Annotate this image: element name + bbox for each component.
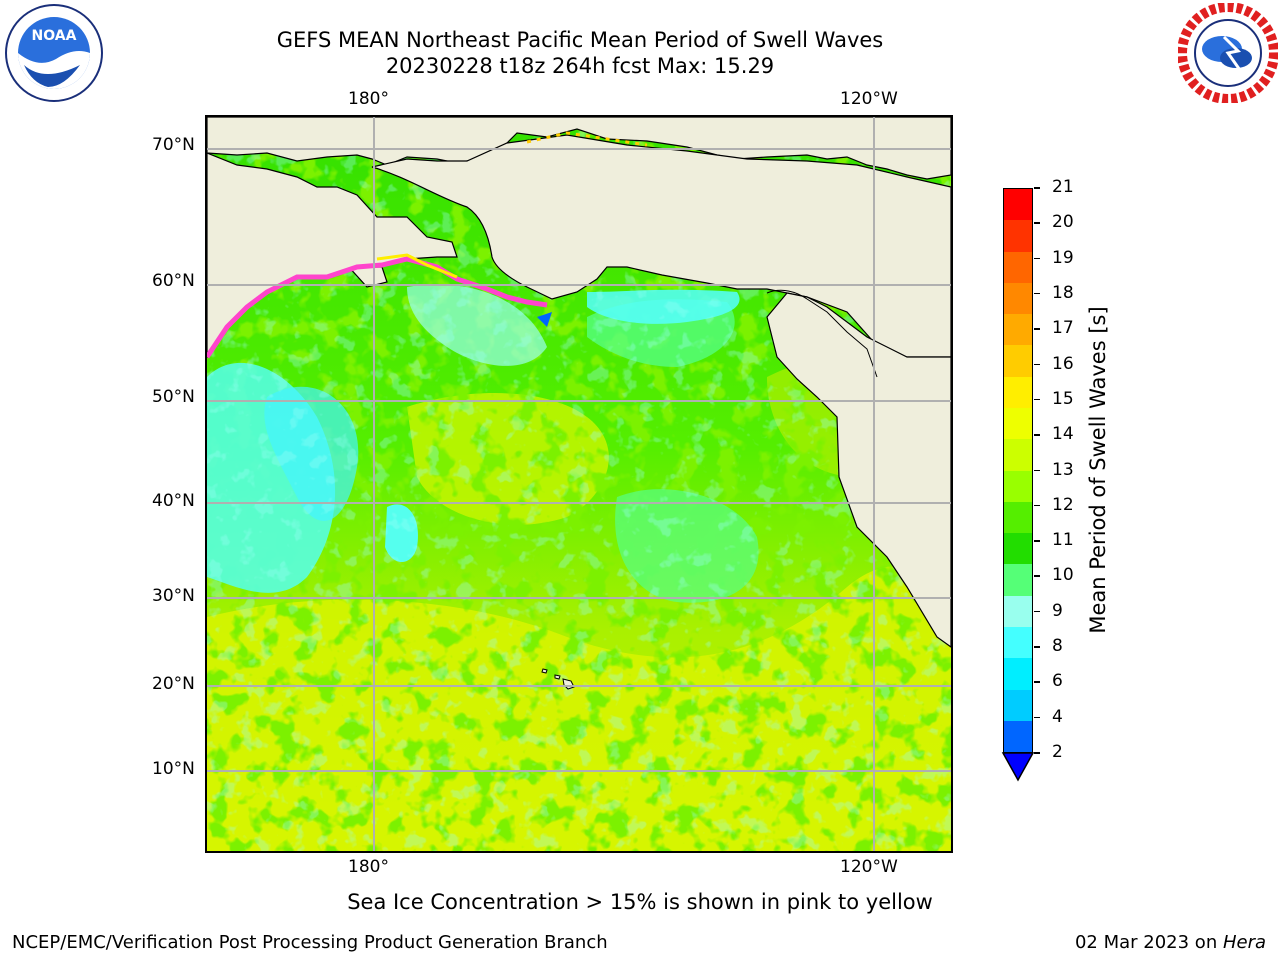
colorbar-tick-label: 11 xyxy=(1052,530,1074,551)
land-hawaii xyxy=(541,668,575,690)
coastline-bc xyxy=(766,289,878,378)
colorbar-tick-mark xyxy=(1034,540,1040,542)
colorbar-tick-mark xyxy=(1034,575,1040,577)
land-arctic-coast xyxy=(207,117,951,180)
swell-min-spot xyxy=(537,312,552,327)
colorbar-tick-mark xyxy=(1034,752,1040,754)
map-svg xyxy=(207,117,951,851)
colorbar-tick-mark xyxy=(1034,504,1040,507)
colorbar-tick-label: 10 xyxy=(1052,565,1074,586)
colorbar-tick-label: 14 xyxy=(1052,424,1074,445)
sea-ice-edge-yellow xyxy=(376,253,458,279)
colorbar-tick-label: 9 xyxy=(1052,600,1063,621)
footer-date-text: 02 Mar 2023 on xyxy=(1074,932,1223,953)
colorbar-segment xyxy=(1004,501,1032,534)
colorbar-segment xyxy=(1004,626,1032,659)
colorbar-tick-label: 4 xyxy=(1052,706,1063,727)
colorbar-segment xyxy=(1004,189,1032,221)
colorbar-tick-mark xyxy=(1034,646,1040,648)
colorbar-tick-label: 13 xyxy=(1052,459,1074,480)
colorbar-tick-label: 15 xyxy=(1052,388,1074,409)
colorbar-segment xyxy=(1004,345,1032,377)
colorbar-segment xyxy=(1004,533,1032,565)
colorbar-tick-label: 12 xyxy=(1052,494,1074,515)
map-panel xyxy=(205,115,953,853)
colorbar-tick-mark xyxy=(1034,716,1040,719)
colorbar-segment xyxy=(1004,658,1032,690)
colorbar-tick-label: 21 xyxy=(1052,177,1074,197)
colorbar-tick-label: 18 xyxy=(1052,282,1074,303)
colorbar-segment xyxy=(1004,282,1032,315)
colorbar-segments xyxy=(1004,189,1032,753)
lon-tick-bottom-180: 180° xyxy=(348,857,389,877)
lat-tick-30n: 30°N xyxy=(152,586,195,606)
lon-tick-top-120w: 120°W xyxy=(840,89,898,109)
footer-host: Hera xyxy=(1222,932,1266,953)
noaa-logo-text: NOAA xyxy=(32,28,77,44)
colorbar-tick-mark xyxy=(1034,610,1040,613)
lat-tick-70n: 70°N xyxy=(152,135,195,155)
colorbar-tick-mark xyxy=(1034,398,1040,401)
chart-subtitle: 20230228 t18z 264h fcst Max: 15.29 xyxy=(385,54,775,78)
colorbar-tick-label: 16 xyxy=(1052,353,1074,374)
colorbar-tick-mark xyxy=(1034,363,1040,366)
sea-ice-arctic xyxy=(526,131,648,147)
nws-logo xyxy=(1178,3,1278,103)
lon-tick-bottom-120w: 120°W xyxy=(840,857,898,877)
colorbar-tick-mark xyxy=(1034,257,1040,260)
footer-date: 02 Mar 2023 on Hera xyxy=(1075,932,1266,953)
colorbar-tick-label: 6 xyxy=(1052,671,1063,692)
colorbar-tick-mark xyxy=(1034,292,1040,295)
colorbar-segment xyxy=(1004,720,1032,753)
colorbar-segment xyxy=(1004,376,1032,408)
chart-title: GEFS MEAN Northeast Pacific Mean Period … xyxy=(276,28,884,52)
colorbar-segment xyxy=(1004,595,1032,627)
lat-tick-60n: 60°N xyxy=(152,271,195,291)
colorbar-ticks: 21 20 19 18 17 16 15 14 13 12 11 10 9 8 6 4 2 xyxy=(1034,177,1096,762)
colorbar-segment xyxy=(1004,439,1032,471)
colorbar-segment xyxy=(1004,470,1032,502)
footer-credit: NCEP/EMC/Verification Post Processing Pr… xyxy=(12,932,608,953)
lat-tick-50n: 50°N xyxy=(152,387,195,407)
colorbar-tick-mark xyxy=(1034,681,1040,683)
colorbar-tick-label: 8 xyxy=(1052,636,1063,657)
colorbar-tick-mark xyxy=(1034,187,1040,189)
lat-tick-10n: 10°N xyxy=(152,759,195,779)
lat-tick-40n: 40°N xyxy=(152,491,195,511)
colorbar-segment xyxy=(1004,314,1032,346)
colorbar-segment xyxy=(1004,564,1032,596)
colorbar-segment xyxy=(1004,220,1032,252)
sea-ice-edge xyxy=(207,256,548,359)
colorbar-tick-mark xyxy=(1034,469,1040,471)
sea-ice-note: Sea Ice Concentration > 15% is shown in … xyxy=(347,890,933,914)
colorbar-tick-mark xyxy=(1034,434,1040,436)
lat-tick-20n: 20°N xyxy=(152,674,195,694)
colorbar-segment xyxy=(1004,251,1032,283)
colorbar-segment xyxy=(1004,689,1032,721)
colorbar-segment xyxy=(1004,407,1032,440)
land-alaska-canada xyxy=(371,134,951,358)
noaa-logo: NOAA xyxy=(5,4,103,102)
land-north-america xyxy=(766,292,951,648)
colorbar-tick-mark xyxy=(1034,222,1040,224)
colorbar-tick-label: 17 xyxy=(1052,318,1074,339)
lon-tick-top-180: 180° xyxy=(348,89,389,109)
colorbar-tick-mark xyxy=(1034,328,1040,330)
colorbar xyxy=(1003,188,1033,753)
colorbar-tick-label: 2 xyxy=(1052,742,1063,762)
colorbar-label: Mean Period of Swell Waves [s] xyxy=(1086,306,1110,634)
colorbar-extend-triangle xyxy=(1001,752,1035,782)
colorbar-tick-label: 20 xyxy=(1052,212,1074,233)
colorbar-tick-label: 19 xyxy=(1052,247,1074,268)
graticule xyxy=(207,117,951,851)
